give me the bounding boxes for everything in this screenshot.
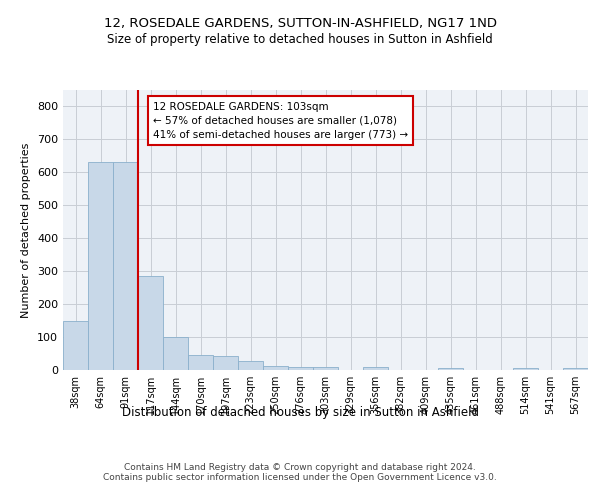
Text: Distribution of detached houses by size in Sutton in Ashfield: Distribution of detached houses by size … <box>121 406 479 419</box>
Bar <box>513 368 538 370</box>
Bar <box>363 366 388 370</box>
Bar <box>88 162 113 370</box>
Bar <box>63 320 88 370</box>
Text: Contains HM Land Registry data © Crown copyright and database right 2024.
Contai: Contains HM Land Registry data © Crown c… <box>103 463 497 482</box>
Bar <box>263 366 288 370</box>
Bar <box>438 368 463 370</box>
Bar <box>288 366 313 370</box>
Bar <box>213 356 238 370</box>
Bar <box>138 276 163 370</box>
Text: Size of property relative to detached houses in Sutton in Ashfield: Size of property relative to detached ho… <box>107 32 493 46</box>
Bar <box>238 361 263 370</box>
Bar <box>188 355 213 370</box>
Text: 12, ROSEDALE GARDENS, SUTTON-IN-ASHFIELD, NG17 1ND: 12, ROSEDALE GARDENS, SUTTON-IN-ASHFIELD… <box>104 18 497 30</box>
Bar <box>563 368 588 370</box>
Bar <box>163 337 188 370</box>
Bar <box>113 162 138 370</box>
Y-axis label: Number of detached properties: Number of detached properties <box>22 142 31 318</box>
Text: 12 ROSEDALE GARDENS: 103sqm
← 57% of detached houses are smaller (1,078)
41% of : 12 ROSEDALE GARDENS: 103sqm ← 57% of det… <box>153 102 408 140</box>
Bar <box>313 366 338 370</box>
